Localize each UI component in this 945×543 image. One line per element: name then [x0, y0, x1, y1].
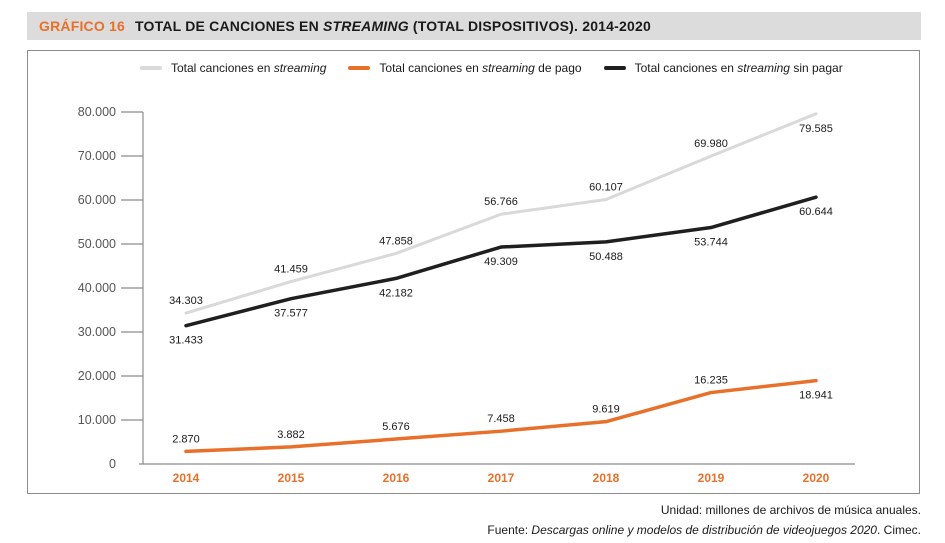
data-label: 53.744: [694, 237, 728, 249]
data-label: 69.980: [694, 138, 728, 150]
data-label: 47.858: [379, 235, 413, 247]
data-label: 49.309: [484, 256, 518, 268]
footer-unit: Unidad: millones de archivos de música a…: [660, 503, 921, 517]
data-label: 41.459: [274, 264, 308, 276]
chart-title: GRÁFICO 16 TOTAL DE CANCIONES EN STREAMIN…: [39, 18, 651, 34]
data-label: 50.488: [589, 251, 623, 263]
legend-label-total: Total canciones en streaming: [171, 61, 327, 75]
chart-header: GRÁFICO 16 TOTAL DE CANCIONES EN STREAMIN…: [27, 12, 921, 40]
data-label: 37.577: [274, 308, 308, 320]
title-italic: STREAMING: [323, 18, 409, 34]
x-tick-label: 2019: [698, 471, 725, 485]
x-tick-label: 2020: [803, 471, 830, 485]
title-part-1: TOTAL DE CANCIONES EN: [135, 18, 323, 34]
data-label: 79.585: [799, 123, 833, 135]
legend-item-total: Total canciones en streaming: [140, 61, 326, 75]
data-label: 3.882: [277, 429, 305, 441]
x-tick-label: 2016: [383, 471, 410, 485]
y-tick-label: 0: [109, 457, 116, 471]
legend-item-free: Total canciones en streaming sin pagar: [603, 61, 843, 75]
x-tick-label: 2015: [278, 471, 305, 485]
data-label: 42.182: [379, 287, 413, 299]
data-label: 31.433: [169, 335, 203, 347]
data-label: 56.766: [484, 196, 518, 208]
y-tick-label: 10.000: [78, 413, 116, 427]
data-label: 18.941: [799, 390, 833, 402]
data-label: 34.303: [169, 295, 203, 307]
y-tick-label: 50.000: [78, 237, 116, 251]
y-tick-label: 40.000: [78, 281, 116, 295]
legend-swatch-total: [140, 66, 162, 70]
data-label: 60.644: [799, 206, 833, 218]
y-tick-label: 70.000: [78, 149, 116, 163]
data-label: 2.870: [172, 433, 200, 445]
data-label: 16.235: [694, 375, 728, 387]
x-tick-label: 2017: [488, 471, 515, 485]
legend-swatch-free: [603, 66, 626, 70]
data-label: 5.676: [382, 421, 410, 433]
data-label: 7.458: [487, 413, 515, 425]
y-tick-label: 30.000: [78, 325, 116, 339]
chart-legend: Total canciones en streaming Total canci…: [140, 61, 865, 75]
footer-source: Fuente: Descargas online y modelos de di…: [487, 523, 921, 537]
legend-item-paid: Total canciones en streaming de pago: [348, 61, 582, 75]
chart-frame: [27, 50, 920, 494]
legend-swatch-paid: [348, 66, 371, 70]
chart-number-label: GRÁFICO 16: [39, 18, 126, 34]
title-part-2: (TOTAL DISPOSITIVOS). 2014-2020: [408, 18, 651, 34]
y-tick-label: 80.000: [78, 105, 116, 119]
x-tick-label: 2014: [173, 471, 200, 485]
legend-label-free: Total canciones en streaming sin pagar: [634, 61, 843, 75]
x-tick-label: 2018: [593, 471, 620, 485]
legend-label-paid: Total canciones en streaming de pago: [379, 61, 582, 75]
y-tick-label: 20.000: [78, 369, 116, 383]
y-tick-label: 60.000: [78, 193, 116, 207]
data-label: 60.107: [589, 182, 623, 194]
data-label: 9.619: [592, 404, 620, 416]
